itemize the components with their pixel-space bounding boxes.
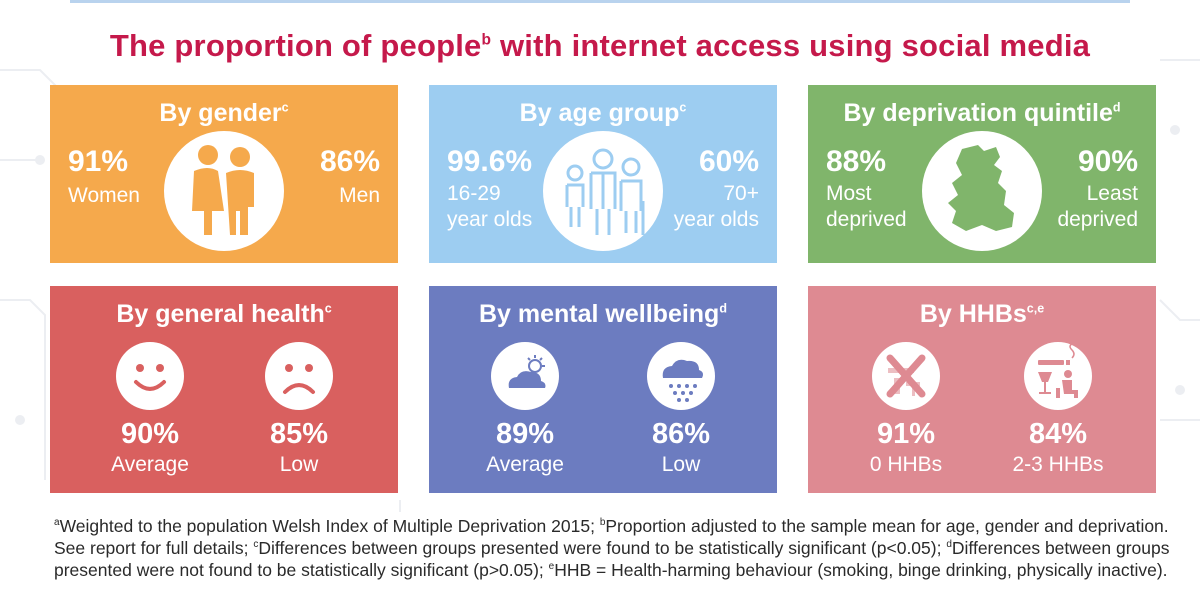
general-health-card: By general healthc 90% Average 85% Low (50, 286, 398, 493)
footnote-c: Differences between groups presented wer… (258, 538, 947, 558)
mental-card-title: By mental wellbeingd (479, 300, 727, 328)
top-divider-line (70, 0, 1130, 3)
rain-cloud-icon (647, 342, 715, 410)
most-deprived-label-line1: Most (826, 182, 872, 205)
mental-low-label: Low (661, 453, 701, 476)
men-percentage: 86% (319, 145, 380, 178)
mental-average-label: Average (486, 453, 564, 476)
health-card-title: By general healthc (116, 300, 332, 328)
old-label-line2: year olds (673, 208, 759, 231)
hhb-card: By HHBsc,e 91% 0 HHBs 84% 2-3 (808, 286, 1156, 493)
mental-wellbeing-card: By mental wellbeingd 89% Average 86% Low (429, 286, 777, 493)
health-average-column: 90% Average (75, 418, 225, 477)
women-men-icon (164, 131, 284, 251)
health-low-percentage: 85% (269, 418, 329, 450)
most-deprived-label-line2: deprived (826, 208, 907, 231)
footnote-e: HHB = Health-harming behaviour (smoking,… (554, 560, 1168, 580)
women-label: Women (68, 184, 140, 207)
health-average-label: Average (111, 453, 189, 476)
footnote-d: Differences between groups presented wer… (54, 538, 1170, 580)
no-smoking-drinking-icon (872, 342, 940, 410)
health-low-label: Low (279, 453, 319, 476)
page-title: The proportion of peopleb with internet … (109, 28, 1091, 63)
gender-card: By genderc 91% Women 86% Men (50, 85, 398, 263)
hhb-card-title: By HHBsc,e (919, 300, 1045, 328)
women-percentage: 91% (68, 145, 129, 178)
old-percentage: 60% (698, 145, 759, 178)
deprivation-card: By deprivation quintiled 88% Most depriv… (808, 85, 1156, 263)
old-label-line1: 70+ (723, 182, 759, 205)
age-group-people-icon (543, 131, 663, 251)
hhb-two-three-percentage: 84% (1028, 418, 1088, 450)
gender-card-title: By genderc (159, 99, 289, 127)
young-label-line1: 16-29 (447, 182, 501, 205)
least-deprived-label-line2: deprived (1057, 208, 1138, 231)
young-percentage: 99.6% (447, 145, 533, 178)
hhb-two-three-column: 84% 2-3 HHBs (983, 418, 1133, 477)
mental-average-column: 89% Average (450, 418, 600, 477)
men-label: Men (339, 184, 380, 207)
hhb-zero-percentage: 91% (876, 418, 936, 450)
least-deprived-percentage: 90% (1077, 145, 1138, 178)
cloud-sun-icon (491, 342, 559, 410)
health-average-percentage: 90% (120, 418, 180, 450)
health-low-column: 85% Low (224, 418, 374, 477)
footnote-a: Weighted to the population Welsh Index o… (59, 516, 600, 536)
footnotes: aWeighted to the population Welsh Index … (54, 516, 1170, 580)
mental-low-percentage: 86% (651, 418, 711, 450)
hhb-zero-label: 0 HHBs (869, 453, 943, 476)
age-card-title: By age groupc (519, 99, 687, 127)
least-deprived-label-line1: Least (1086, 182, 1138, 205)
mental-average-percentage: 89% (495, 418, 555, 450)
deprivation-card-title: By deprivation quintiled (843, 99, 1121, 127)
mental-low-column: 86% Low (606, 418, 756, 477)
footnote-b: Proportion adjusted to the sample mean f… (54, 516, 1169, 558)
happy-face-icon (116, 342, 184, 410)
young-label-line2: year olds (447, 208, 533, 231)
sad-face-icon (265, 342, 333, 410)
hhb-zero-column: 91% 0 HHBs (831, 418, 981, 477)
most-deprived-percentage: 88% (826, 145, 887, 178)
hhb-two-three-label: 2-3 HHBs (1012, 453, 1104, 476)
wales-map-icon (922, 131, 1042, 251)
age-card: By age groupc 99.6% 16-29 year olds 60% … (429, 85, 777, 263)
smoking-drinking-sitting-icon (1024, 342, 1092, 410)
